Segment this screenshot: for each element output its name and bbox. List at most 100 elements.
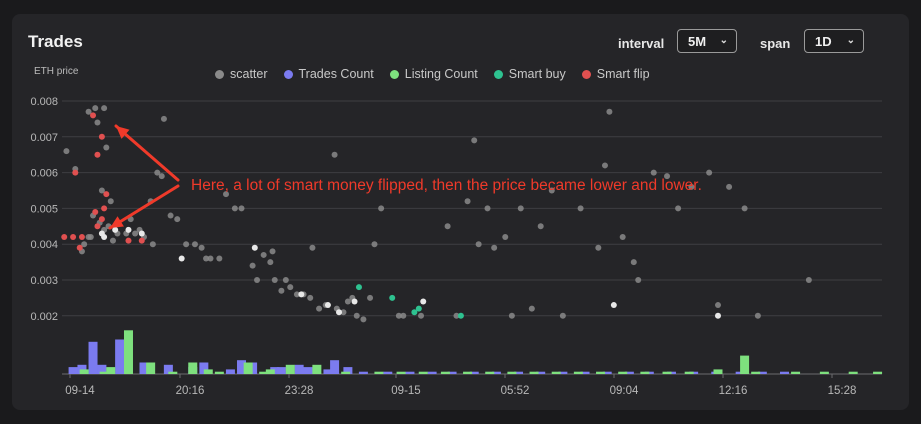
scatter-point xyxy=(112,226,119,233)
trades-count-bar xyxy=(139,362,149,374)
listing-count-bar xyxy=(873,371,883,374)
listing-count-bar xyxy=(440,371,450,374)
legend-item-smart-buy[interactable]: Smart buy xyxy=(493,67,566,81)
smart-flip-point xyxy=(101,205,108,212)
annotation-arrow-upper xyxy=(114,124,180,182)
scatter-point xyxy=(191,241,198,248)
scatter-point xyxy=(444,223,451,230)
listing-count-bar xyxy=(203,369,213,374)
scatter-point xyxy=(726,183,733,190)
scatter-point xyxy=(635,277,642,283)
trades-count-bar xyxy=(237,360,247,374)
scatter-point xyxy=(101,105,108,112)
scatter-point xyxy=(160,115,167,122)
legend-item-listing-count[interactable]: Listing Count xyxy=(389,67,478,81)
listing-count-bar xyxy=(740,355,750,374)
panel-title: Trades xyxy=(28,32,83,51)
listing-count-bar xyxy=(684,371,694,374)
chart-legend: scatter Trades Count Listing Count Smart… xyxy=(215,67,650,81)
scatter-point xyxy=(94,119,101,126)
smart-flip-point xyxy=(98,216,105,223)
annotation-arrow-lower-head xyxy=(110,216,124,228)
scatter-point xyxy=(548,187,555,194)
scatter-point xyxy=(101,234,108,241)
listing-count-bar xyxy=(573,371,583,374)
scatter-point xyxy=(269,248,276,255)
trades-count-bar xyxy=(757,371,767,374)
trades-count-bar xyxy=(624,371,634,374)
scatter-point xyxy=(353,312,360,319)
scatter-point xyxy=(98,187,105,194)
trades-count-bar xyxy=(199,362,209,374)
smart-buy-point xyxy=(457,312,464,319)
y-tick-label: 0.007 xyxy=(30,132,58,144)
y-tick-label: 0.004 xyxy=(30,239,58,251)
trades-count-bar xyxy=(68,367,78,374)
listing-count-bar xyxy=(259,371,269,374)
legend-item-scatter[interactable]: scatter xyxy=(215,67,268,81)
listing-count-bar xyxy=(214,371,224,374)
scatter-point xyxy=(85,234,92,241)
legend-marker xyxy=(389,69,399,79)
scatter-point xyxy=(630,259,637,266)
scatter-point xyxy=(231,205,238,212)
trades-count-bar xyxy=(358,371,368,374)
chevron-down-icon: ⌄ xyxy=(719,35,728,46)
smart-flip-point xyxy=(98,133,105,140)
scatter-point xyxy=(132,230,139,237)
annotation-arrow-lower xyxy=(108,184,180,230)
scatter-point xyxy=(316,305,323,312)
trades-count-bar xyxy=(88,341,98,374)
scatter-point xyxy=(203,255,210,262)
trades-panel xyxy=(12,14,909,410)
x-tick-label: 12:16 xyxy=(719,385,748,397)
y-tick-label: 0.002 xyxy=(30,311,58,323)
listing-count-bar xyxy=(374,371,384,374)
listing-count-bar xyxy=(640,371,650,374)
scatter-point xyxy=(400,312,407,319)
legend-label: Smart buy xyxy=(508,67,566,81)
trades-count-bar xyxy=(469,371,479,374)
scatter-point xyxy=(371,241,378,248)
x-tick-label: 09-14 xyxy=(65,385,95,397)
scatter-point xyxy=(367,294,374,301)
scatter-point xyxy=(741,205,748,212)
scatter-point xyxy=(251,244,258,251)
legend-item-trades-count[interactable]: Trades Count xyxy=(283,67,374,81)
trades-count-bar xyxy=(447,371,457,374)
smart-flip-point xyxy=(92,208,99,215)
scatter-point xyxy=(81,241,88,248)
y-tick-label: 0.006 xyxy=(30,168,58,180)
scatter-point xyxy=(715,302,721,309)
x-tick-label: 09-15 xyxy=(391,385,420,397)
scatter-point xyxy=(293,291,300,298)
interval-select[interactable]: 5M ⌄ xyxy=(677,29,737,53)
smart-flip-point xyxy=(94,223,101,230)
trades-count-bar xyxy=(514,371,524,374)
listing-count-bar xyxy=(106,367,116,374)
scatter-point xyxy=(282,277,289,283)
smart-flip-point xyxy=(72,169,79,176)
listing-count-bar xyxy=(99,371,109,374)
legend-label: Trades Count xyxy=(298,67,374,81)
trades-count-bar xyxy=(405,371,415,374)
scatter-point xyxy=(125,226,132,233)
scatter-point xyxy=(464,198,471,205)
scatter-point xyxy=(471,137,478,144)
trades-count-bar xyxy=(580,371,590,374)
scatter-point xyxy=(103,144,110,151)
legend-label: Smart flip xyxy=(596,67,650,81)
listing-count-bar xyxy=(285,364,295,374)
scatter-point xyxy=(688,183,695,190)
scatter-point xyxy=(528,305,535,312)
listing-count-bar xyxy=(341,371,351,374)
scatter-point xyxy=(715,312,721,319)
span-select[interactable]: 1D ⌄ xyxy=(804,29,864,53)
listing-count-bar xyxy=(596,371,606,374)
trades-count-bar xyxy=(276,367,286,374)
trades-count-bar xyxy=(115,339,125,374)
listing-count-bar xyxy=(751,371,761,374)
legend-item-smart-flip[interactable]: Smart flip xyxy=(581,67,650,81)
legend-marker xyxy=(215,69,224,79)
listing-count-bar xyxy=(463,371,473,374)
